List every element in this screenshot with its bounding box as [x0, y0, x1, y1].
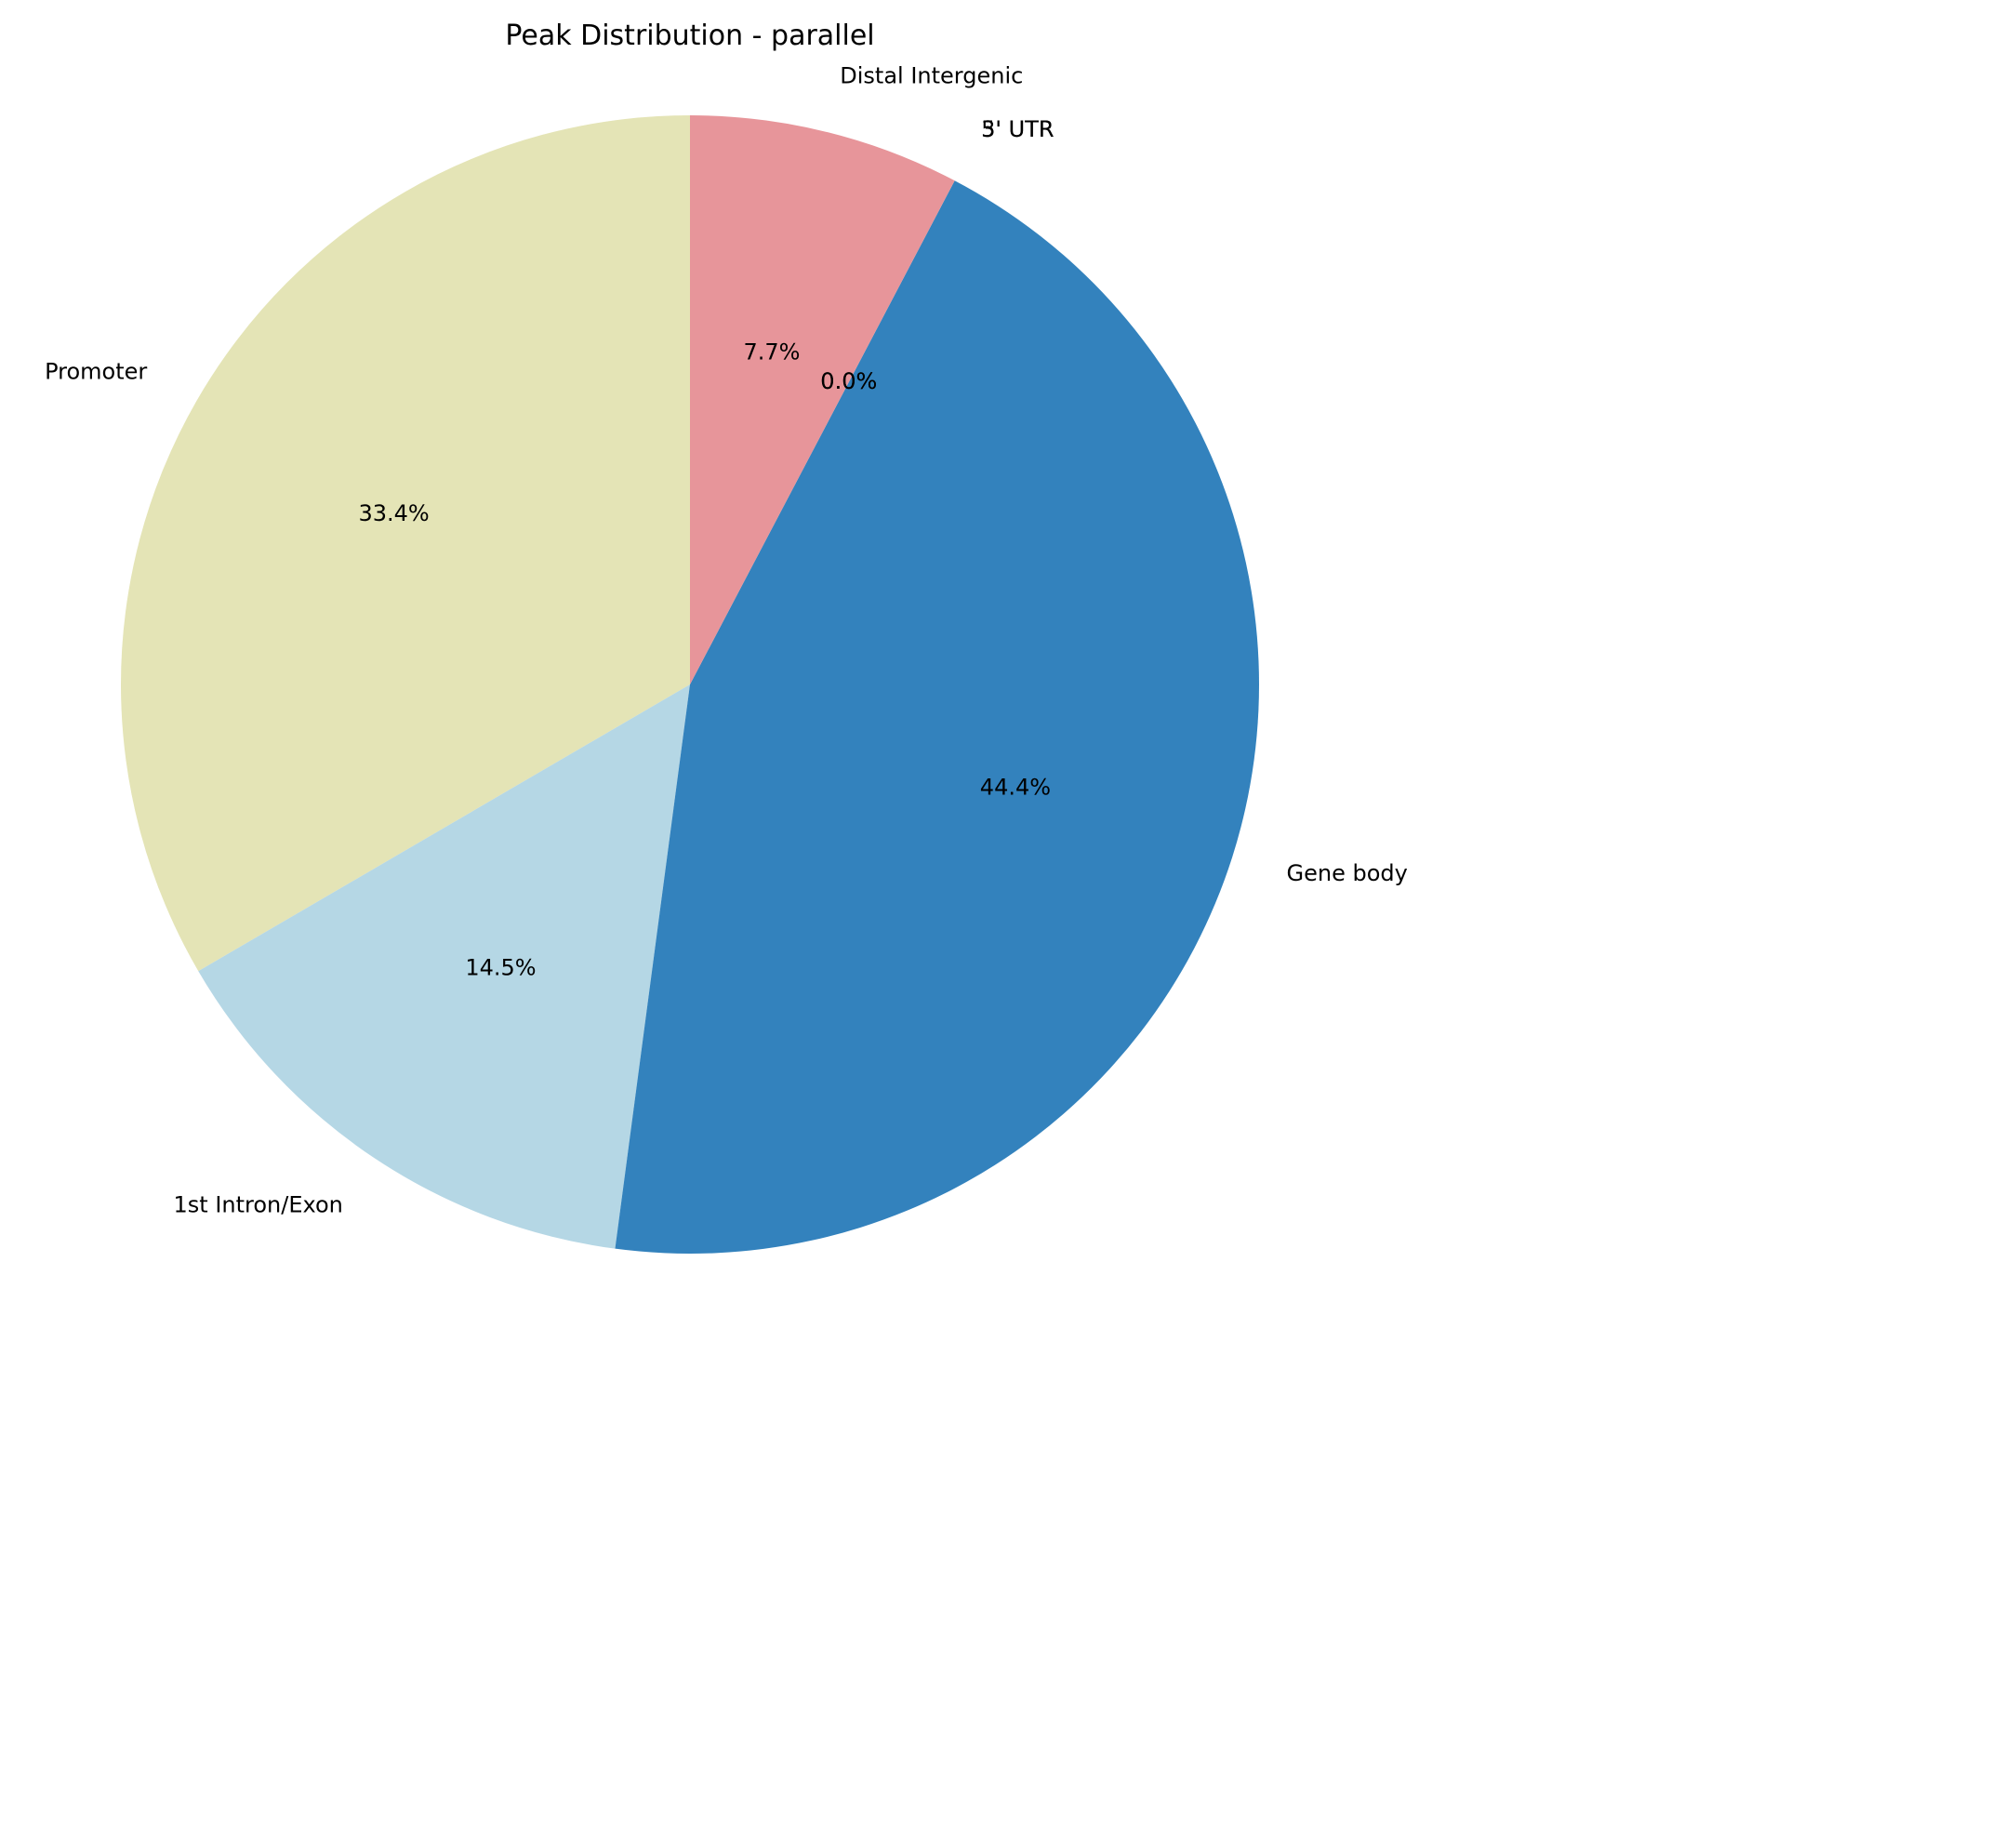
pct-promoter: 33.4%: [358, 500, 429, 526]
slice-labels: Promoter 1st Intron/Exon Gene body 3' UTR5'…: [45, 62, 1408, 1217]
pct-5-utr: 0.0%: [820, 368, 877, 394]
label-5-utr: 5' UTR: [981, 116, 1054, 142]
pie-chart: Peak Distribution - parallel Promoter 1st…: [45, 20, 1408, 1255]
pie-slices: [121, 115, 1259, 1255]
slice-distal-intergenic: [690, 115, 955, 684]
percent-labels: 33.4%14.5%44.4%0.0%0.0%7.7%: [358, 339, 1051, 980]
label-3-utr: 3' UTR: [981, 116, 1054, 142]
chart-title: Peak Distribution - parallel: [505, 20, 874, 52]
pct-gene-body: 44.4%: [980, 774, 1051, 800]
slice-promoter: [121, 115, 691, 972]
pct-3-utr: 0.0%: [820, 368, 877, 394]
label-promoter: Promoter: [45, 359, 147, 385]
label-gene-body: Gene body: [1287, 860, 1408, 886]
label-distal-intergenic: Distal Intergenic: [840, 62, 1023, 88]
pct-1st-intron-exon: 14.5%: [465, 955, 536, 981]
pct-distal-intergenic: 7.7%: [743, 339, 800, 365]
slice-gene-body: [615, 180, 1259, 1255]
label-1st-intron-exon: 1st Intron/Exon: [174, 1191, 343, 1217]
slice-1st-intron-exon: [198, 684, 690, 1249]
